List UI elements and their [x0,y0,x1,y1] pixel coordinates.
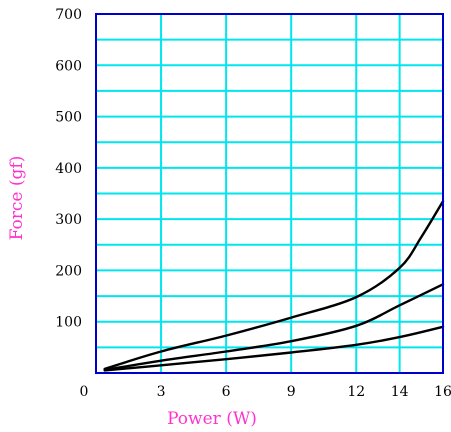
x-tick-label: 0 [80,384,89,400]
x-tick-label: 6 [222,384,231,400]
y-tick-label: 200 [55,263,82,279]
y-tick-labels: 100 200 300 400 500 600 700 [55,7,82,331]
x-tick-label: 16 [434,384,451,400]
y-tick-label: 500 [55,110,82,126]
y-tick-label: 300 [55,212,82,228]
x-axis-label: Power (W) [167,409,257,429]
x-tick-label: 9 [287,384,296,400]
y-tick-label: 700 [55,7,82,23]
y-tick-label: 600 [55,58,82,74]
series-line-3 [103,325,445,372]
x-tick-label: 12 [347,384,365,400]
y-axis-label: Force (gf) [7,156,27,241]
plot-frame [95,13,444,374]
x-tick-label: 14 [391,384,409,400]
x-tick-labels: 0 3 6 9 12 14 16 [80,384,451,400]
x-tick-label: 3 [157,384,166,400]
series-line-1 [103,200,445,371]
series-lines [103,200,445,372]
y-tick-label: 100 [55,315,82,331]
y-tick-label: 400 [55,161,82,177]
series-line-2 [103,283,445,372]
grid-lines [96,14,443,373]
